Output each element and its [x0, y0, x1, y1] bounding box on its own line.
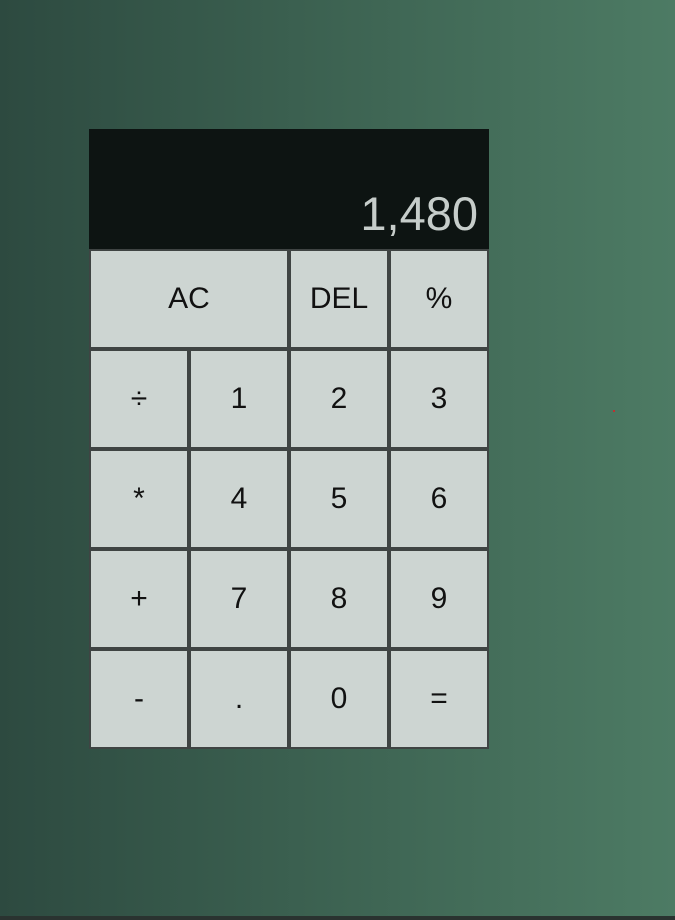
- plus-button[interactable]: +: [89, 549, 189, 649]
- divide-button[interactable]: ÷: [89, 349, 189, 449]
- digit-6-button[interactable]: 6: [389, 449, 489, 549]
- decimal-button[interactable]: .: [189, 649, 289, 749]
- digit-3-button[interactable]: 3: [389, 349, 489, 449]
- clear-button[interactable]: AC: [89, 249, 289, 349]
- digit-1-button[interactable]: 1: [189, 349, 289, 449]
- digit-9-button[interactable]: 9: [389, 549, 489, 649]
- digit-7-button[interactable]: 7: [189, 549, 289, 649]
- mouse-cursor-dot: [613, 410, 615, 412]
- display: 1,480: [89, 129, 489, 249]
- digit-8-button[interactable]: 8: [289, 549, 389, 649]
- calculator: 1,480 AC DEL % ÷ 1 2 3 * 4 5 6 + 7 8 9 -…: [89, 129, 489, 749]
- digit-4-button[interactable]: 4: [189, 449, 289, 549]
- percent-button[interactable]: %: [389, 249, 489, 349]
- delete-button[interactable]: DEL: [289, 249, 389, 349]
- keypad: AC DEL % ÷ 1 2 3 * 4 5 6 + 7 8 9 - . 0 =: [89, 249, 489, 749]
- window-bottom-edge: [0, 916, 675, 920]
- equals-button[interactable]: =: [389, 649, 489, 749]
- digit-2-button[interactable]: 2: [289, 349, 389, 449]
- digit-5-button[interactable]: 5: [289, 449, 389, 549]
- display-value: 1,480: [360, 187, 478, 240]
- minus-button[interactable]: -: [89, 649, 189, 749]
- digit-0-button[interactable]: 0: [289, 649, 389, 749]
- multiply-button[interactable]: *: [89, 449, 189, 549]
